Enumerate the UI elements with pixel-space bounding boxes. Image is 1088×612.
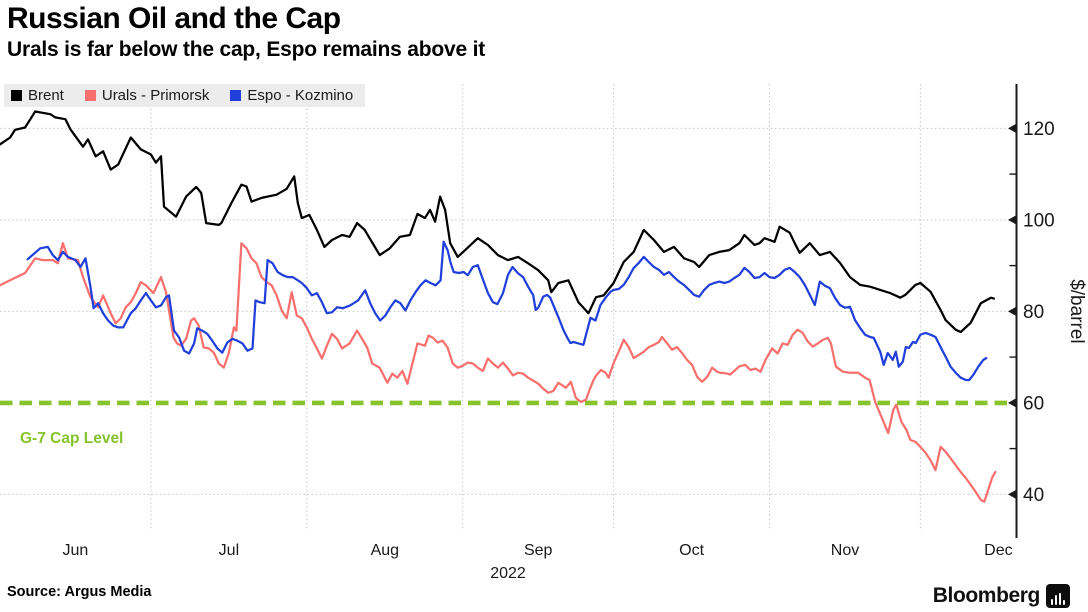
legend-item-brent: Brent	[11, 87, 64, 104]
x-tick-label-oct: Oct	[679, 542, 704, 559]
x-tick-label-jun: Jun	[63, 542, 89, 559]
series-line-espo-kozmino	[26, 240, 988, 382]
y-tick-120	[1008, 123, 1016, 133]
legend-item-urals-primorsk: Urals - Primorsk	[84, 87, 210, 104]
bloomberg-branding: Bloomberg	[933, 584, 1070, 608]
x-axis-year-label: 2022	[490, 565, 526, 582]
y-tick-label-60: 60	[1023, 393, 1044, 414]
legend-label-urals-primorsk: Urals - Primorsk	[101, 87, 210, 104]
chart-svg: G-7 Cap Level 40 60 80 100 120 $/barrel Jun Jul A…	[0, 84, 1087, 582]
series-line-brent	[0, 110, 996, 334]
chart-legend: Brent Urals - Primorsk Espo - Kozmino	[4, 84, 366, 107]
bloomberg-logo-icon	[1046, 584, 1070, 608]
legend-item-espo-kozmino: Espo - Kozmino	[230, 87, 353, 104]
page-title: Russian Oil and the Cap	[7, 2, 341, 35]
legend-swatch-urals-primorsk	[84, 90, 96, 101]
legend-swatch-brent	[11, 90, 22, 101]
x-tick-label-aug: Aug	[371, 542, 399, 559]
x-tick-label-nov: Nov	[831, 542, 859, 559]
x-tick-label-dec: Dec	[984, 542, 1012, 559]
chart-subtitle: Urals is far below the cap, Espo remains…	[7, 38, 486, 61]
x-tick-label-jul: Jul	[219, 542, 239, 559]
y-tick-label-120: 120	[1023, 119, 1055, 140]
bloomberg-wordmark: Bloomberg	[932, 584, 1041, 607]
x-tick-label-sep: Sep	[524, 542, 553, 559]
price-chart: G-7 Cap Level 40 60 80 100 120 $/barrel Jun Jul A…	[0, 84, 1088, 584]
y-tick-label-80: 80	[1023, 302, 1044, 323]
y-tick-60	[1008, 398, 1016, 408]
y-tick-80	[1008, 306, 1016, 316]
y-tick-40	[1008, 489, 1016, 499]
legend-label-brent: Brent	[28, 87, 64, 104]
source-credit: Source: Argus Media	[7, 584, 152, 600]
y-axis-title: $/barrel	[1066, 279, 1087, 343]
y-tick-100	[1008, 215, 1016, 225]
g7-cap-label: G-7 Cap Level	[20, 430, 123, 447]
series-line-urals-primorsk	[0, 242, 997, 503]
y-tick-label-100: 100	[1023, 210, 1055, 231]
legend-label-espo-kozmino: Espo - Kozmino	[247, 87, 354, 104]
legend-swatch-espo-kozmino	[230, 90, 242, 101]
y-tick-label-40: 40	[1023, 485, 1044, 506]
